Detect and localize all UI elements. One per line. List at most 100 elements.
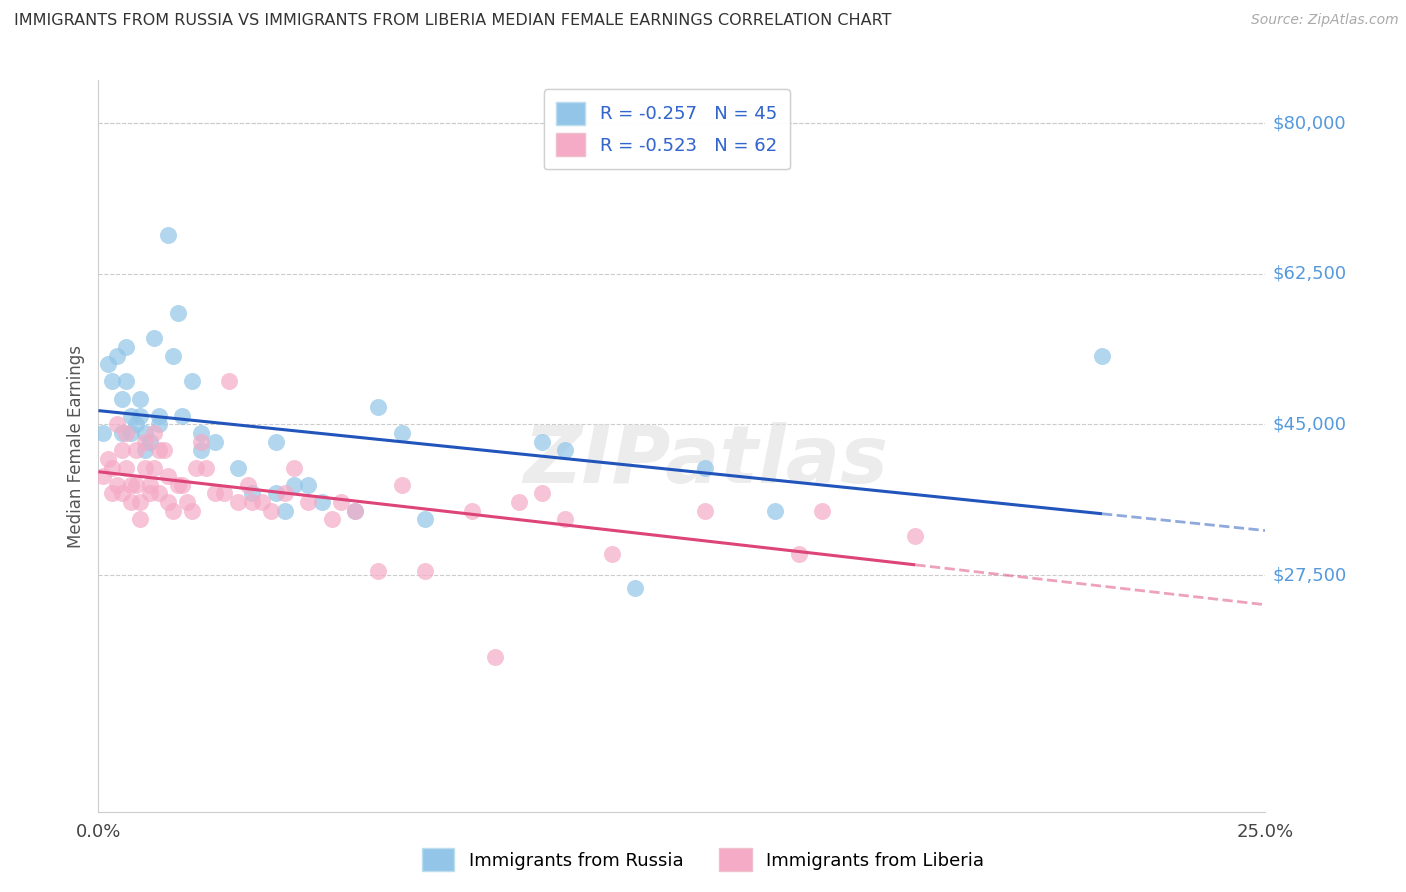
Point bbox=[139, 434, 162, 449]
Point bbox=[139, 486, 162, 500]
Point bbox=[811, 503, 834, 517]
Point bbox=[105, 477, 128, 491]
Text: IMMIGRANTS FROM RUSSIA VS IMMIGRANTS FROM LIBERIA MEDIAN FEMALE EARNINGS CORRELA: IMMIGRANTS FROM RUSSIA VS IMMIGRANTS FRO… bbox=[14, 13, 891, 29]
Point bbox=[91, 426, 114, 441]
Point bbox=[162, 349, 184, 363]
Point bbox=[129, 512, 152, 526]
Point bbox=[311, 495, 333, 509]
Point bbox=[274, 503, 297, 517]
Point bbox=[554, 512, 576, 526]
Point bbox=[508, 495, 530, 509]
Point bbox=[101, 486, 124, 500]
Point bbox=[115, 426, 138, 441]
Point bbox=[283, 477, 305, 491]
Text: $45,000: $45,000 bbox=[1272, 416, 1347, 434]
Point bbox=[180, 503, 202, 517]
Y-axis label: Median Female Earnings: Median Female Earnings bbox=[66, 344, 84, 548]
Point bbox=[111, 486, 134, 500]
Point bbox=[600, 547, 623, 561]
Point bbox=[297, 477, 319, 491]
Point bbox=[194, 460, 217, 475]
Point bbox=[157, 228, 180, 243]
Point bbox=[367, 401, 389, 415]
Point bbox=[321, 512, 343, 526]
Point bbox=[125, 477, 148, 491]
Point bbox=[172, 477, 194, 491]
Point bbox=[111, 426, 134, 441]
Point bbox=[461, 503, 484, 517]
Point bbox=[344, 503, 367, 517]
Point bbox=[204, 486, 226, 500]
Point bbox=[97, 451, 120, 466]
Point bbox=[105, 417, 128, 432]
Point bbox=[120, 409, 142, 423]
Text: $62,500: $62,500 bbox=[1272, 265, 1347, 283]
Point bbox=[250, 495, 273, 509]
Point bbox=[129, 495, 152, 509]
Point bbox=[143, 426, 166, 441]
Point bbox=[904, 529, 927, 543]
Point bbox=[236, 477, 259, 491]
Point bbox=[413, 512, 436, 526]
Point bbox=[204, 434, 226, 449]
Point bbox=[115, 340, 138, 354]
Text: $27,500: $27,500 bbox=[1272, 566, 1347, 584]
Point bbox=[105, 349, 128, 363]
Text: $80,000: $80,000 bbox=[1272, 114, 1346, 132]
Point bbox=[148, 486, 170, 500]
Point bbox=[260, 503, 283, 517]
Point bbox=[344, 503, 367, 517]
Point bbox=[148, 409, 170, 423]
Point bbox=[297, 495, 319, 509]
Point bbox=[554, 443, 576, 458]
Point bbox=[111, 392, 134, 406]
Legend: Immigrants from Russia, Immigrants from Liberia: Immigrants from Russia, Immigrants from … bbox=[415, 841, 991, 879]
Point bbox=[157, 495, 180, 509]
Point bbox=[484, 649, 506, 664]
Point bbox=[148, 443, 170, 458]
Point bbox=[134, 460, 156, 475]
Point bbox=[190, 434, 212, 449]
Point bbox=[115, 375, 138, 389]
Point bbox=[152, 443, 174, 458]
Point bbox=[391, 477, 413, 491]
Point bbox=[129, 392, 152, 406]
Point bbox=[283, 460, 305, 475]
Point bbox=[91, 469, 114, 483]
Point bbox=[391, 426, 413, 441]
Point bbox=[166, 305, 188, 319]
Point bbox=[190, 426, 212, 441]
Point bbox=[330, 495, 353, 509]
Point bbox=[97, 357, 120, 371]
Point bbox=[190, 443, 212, 458]
Legend: R = -0.257   N = 45, R = -0.523   N = 62: R = -0.257 N = 45, R = -0.523 N = 62 bbox=[544, 89, 790, 169]
Point bbox=[214, 486, 236, 500]
Point bbox=[695, 460, 717, 475]
Point bbox=[120, 426, 142, 441]
Point bbox=[624, 581, 647, 595]
Text: ZIPatlas: ZIPatlas bbox=[523, 422, 887, 500]
Point bbox=[139, 477, 162, 491]
Point bbox=[242, 486, 264, 500]
Point bbox=[228, 460, 250, 475]
Point bbox=[530, 486, 553, 500]
Point bbox=[242, 495, 264, 509]
Point bbox=[134, 426, 156, 441]
Point bbox=[274, 486, 297, 500]
Point bbox=[120, 477, 142, 491]
Point bbox=[125, 417, 148, 432]
Point bbox=[695, 503, 717, 517]
Point bbox=[134, 434, 156, 449]
Point bbox=[367, 564, 389, 578]
Point bbox=[186, 460, 208, 475]
Point bbox=[143, 331, 166, 345]
Point bbox=[172, 409, 194, 423]
Point bbox=[143, 460, 166, 475]
Point bbox=[218, 375, 240, 389]
Point bbox=[125, 443, 148, 458]
Point bbox=[180, 375, 202, 389]
Point bbox=[228, 495, 250, 509]
Point bbox=[162, 503, 184, 517]
Point bbox=[166, 477, 188, 491]
Point bbox=[120, 495, 142, 509]
